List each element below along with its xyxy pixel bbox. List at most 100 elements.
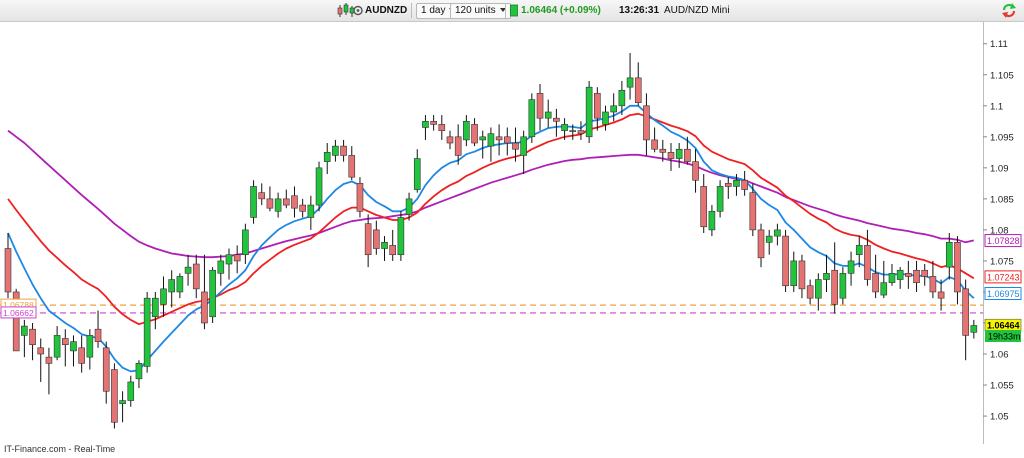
- candlestick[interactable]: [634, 62, 642, 106]
- candlestick[interactable]: [602, 105, 609, 131]
- candlestick[interactable]: [970, 319, 978, 339]
- candlestick[interactable]: [839, 267, 847, 305]
- candlestick[interactable]: [111, 363, 118, 429]
- candlestick[interactable]: [397, 211, 405, 261]
- candlestick[interactable]: [422, 115, 429, 140]
- refresh-icon[interactable]: [1000, 0, 1018, 21]
- candlestick[interactable]: [937, 279, 945, 311]
- candlestick[interactable]: [323, 143, 331, 175]
- candlestick[interactable]: [479, 130, 487, 159]
- candlestick[interactable]: [684, 136, 691, 165]
- candlestick[interactable]: [815, 273, 822, 311]
- candlestick[interactable]: [495, 124, 503, 156]
- candlestick[interactable]: [675, 143, 683, 168]
- candlestick[interactable]: [896, 267, 904, 289]
- candlestick[interactable]: [888, 264, 896, 286]
- candlestick[interactable]: [168, 270, 175, 308]
- candlestick[interactable]: [544, 99, 552, 128]
- candlestick[interactable]: [94, 310, 102, 348]
- candlestick[interactable]: [724, 177, 732, 199]
- candlestick[interactable]: [454, 124, 462, 165]
- candlestick[interactable]: [667, 143, 675, 171]
- chart-type-icon[interactable]: [336, 0, 356, 21]
- candlestick[interactable]: [749, 183, 757, 237]
- candlestick[interactable]: [512, 127, 519, 162]
- candlestick[interactable]: [790, 251, 798, 292]
- candlestick[interactable]: [880, 260, 888, 299]
- candlestick[interactable]: [258, 183, 266, 206]
- candlestick[interactable]: [692, 149, 699, 193]
- candlestick[interactable]: [831, 242, 838, 314]
- units-select[interactable]: 120 units: [450, 3, 511, 19]
- candlestick[interactable]: [569, 124, 577, 140]
- candlestick[interactable]: [102, 341, 110, 404]
- settings-icon[interactable]: [352, 0, 364, 21]
- candlestick[interactable]: [798, 254, 806, 299]
- candlestick[interactable]: [659, 139, 667, 162]
- candlestick[interactable]: [78, 335, 85, 373]
- candlestick[interactable]: [528, 93, 536, 144]
- candlestick[interactable]: [348, 146, 356, 181]
- candlestick[interactable]: [282, 189, 290, 209]
- candlestick[interactable]: [962, 279, 969, 361]
- candlestick[interactable]: [61, 329, 69, 367]
- candlestick[interactable]: [716, 180, 724, 218]
- candlestick[interactable]: [905, 260, 912, 289]
- candlestick[interactable]: [913, 260, 920, 292]
- candlestick[interactable]: [364, 214, 372, 268]
- price-chart[interactable]: 1.051.0551.061.0651.071.0751.081.0851.09…: [0, 22, 1024, 444]
- candlestick[interactable]: [438, 115, 446, 140]
- candlestick[interactable]: [864, 229, 871, 286]
- candlestick[interactable]: [929, 260, 937, 299]
- candlestick[interactable]: [847, 251, 855, 286]
- candlestick[interactable]: [618, 80, 626, 116]
- candlestick[interactable]: [577, 121, 585, 140]
- candlestick[interactable]: [12, 288, 20, 352]
- candlestick[interactable]: [855, 236, 863, 268]
- candlestick[interactable]: [872, 254, 879, 299]
- candlestick[interactable]: [757, 223, 765, 268]
- candlestick[interactable]: [774, 223, 781, 246]
- symbol-label[interactable]: AUDNZD: [365, 5, 408, 16]
- candlestick[interactable]: [561, 118, 568, 140]
- candlestick[interactable]: [70, 335, 77, 367]
- candlestick[interactable]: [225, 248, 233, 280]
- candlestick[interactable]: [373, 220, 380, 255]
- candlestick[interactable]: [405, 192, 413, 221]
- candlestick[interactable]: [340, 139, 347, 162]
- candlestick[interactable]: [217, 254, 225, 286]
- candlestick[interactable]: [4, 233, 12, 299]
- candlestick[interactable]: [471, 118, 478, 147]
- candlestick[interactable]: [29, 322, 36, 361]
- candlestick[interactable]: [463, 115, 470, 147]
- candlestick[interactable]: [127, 375, 135, 407]
- candlestick[interactable]: [143, 291, 151, 373]
- candlestick[interactable]: [192, 254, 200, 299]
- candlestick[interactable]: [806, 279, 814, 305]
- candlestick[interactable]: [413, 149, 421, 193]
- candlestick[interactable]: [233, 245, 241, 274]
- candlestick[interactable]: [700, 174, 708, 233]
- candlestick[interactable]: [921, 264, 929, 286]
- candlestick[interactable]: [299, 198, 306, 218]
- candlestick[interactable]: [201, 254, 208, 330]
- candlestick[interactable]: [381, 236, 388, 261]
- candlestick[interactable]: [643, 93, 650, 156]
- candlestick[interactable]: [250, 180, 257, 224]
- candlestick[interactable]: [21, 319, 28, 358]
- candlestick[interactable]: [53, 326, 61, 361]
- candlestick[interactable]: [503, 127, 511, 156]
- candlestick[interactable]: [152, 291, 159, 330]
- candlestick[interactable]: [782, 229, 789, 292]
- candlestick[interactable]: [135, 360, 143, 389]
- candlestick[interactable]: [765, 229, 773, 255]
- candlestick[interactable]: [536, 84, 544, 131]
- candlestick[interactable]: [651, 127, 658, 153]
- candlestick[interactable]: [184, 254, 192, 286]
- candlestick[interactable]: [307, 195, 315, 230]
- candlestick[interactable]: [86, 329, 94, 370]
- candlestick[interactable]: [37, 338, 45, 382]
- candlestick[interactable]: [176, 273, 184, 299]
- candlestick[interactable]: [430, 115, 437, 131]
- candlestick[interactable]: [274, 192, 282, 218]
